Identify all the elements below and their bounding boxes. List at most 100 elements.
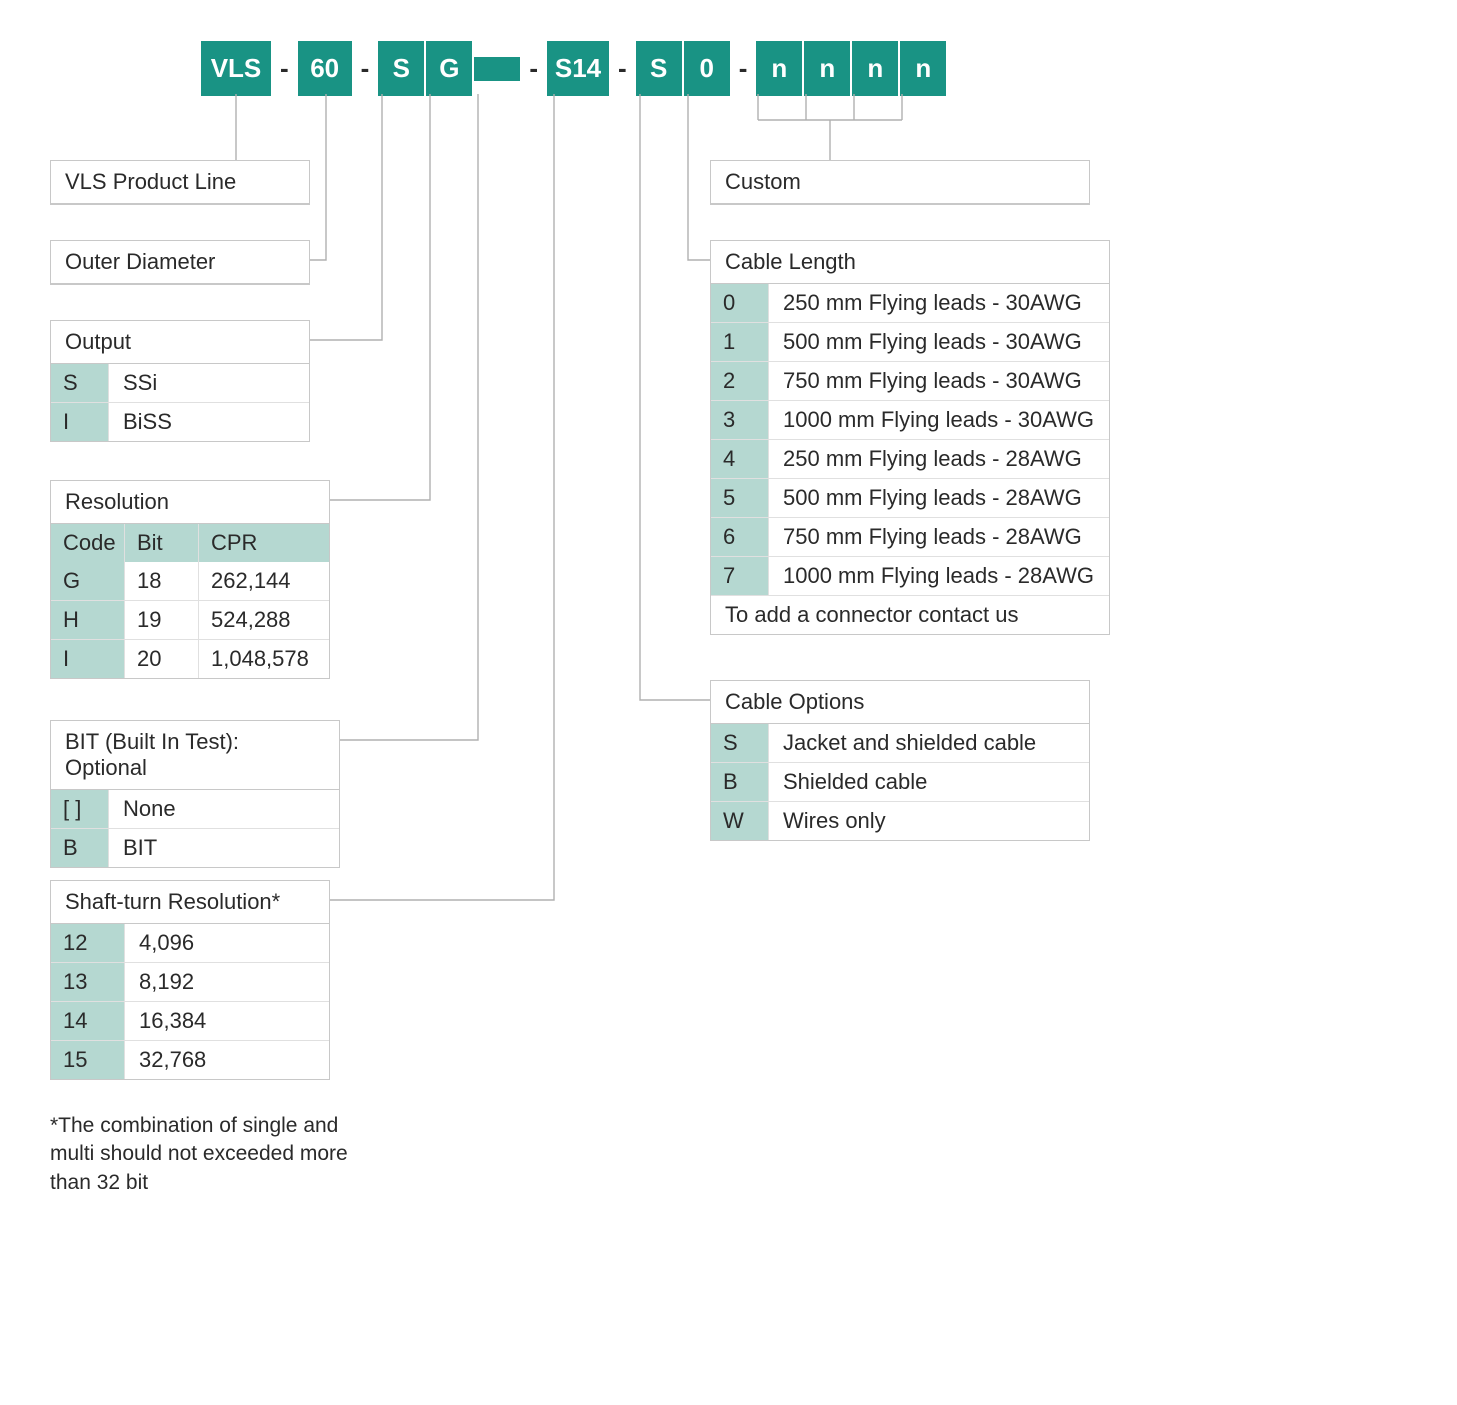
code-cell: 5 — [711, 479, 769, 517]
table-row: 1532,768 — [51, 1040, 329, 1079]
pn-seg-output: S — [377, 40, 425, 97]
part-number-row: VLS - 60 - S G - S14 - S 0 - n n n n — [200, 40, 947, 97]
pn-seg-custom-n1: n — [755, 40, 803, 97]
table-row: 138,192 — [51, 962, 329, 1001]
table-row: 71000 mm Flying leads - 28AWG — [711, 556, 1109, 595]
table-row: 31000 mm Flying leads - 30AWG — [711, 400, 1109, 439]
resolution-col-bit: Bit — [125, 524, 199, 562]
cpr-cell: 262,144 — [199, 562, 329, 600]
code-cell: W — [711, 802, 769, 840]
shaft-table: Shaft-turn Resolution* 124,096138,192141… — [50, 880, 330, 1080]
table-row: 4250 mm Flying leads - 28AWG — [711, 439, 1109, 478]
custom-box: Custom — [710, 160, 1090, 205]
value-cell: BiSS — [109, 403, 309, 441]
pn-sep: - — [353, 53, 378, 84]
pn-seg-60: 60 — [297, 40, 353, 97]
code-cell: S — [51, 364, 109, 402]
value-cell: None — [109, 790, 339, 828]
resolution-col-cpr: CPR — [199, 524, 329, 562]
code-cell: 6 — [711, 518, 769, 556]
output-rows: SSSiIBiSS — [51, 364, 309, 441]
table-row: 124,096 — [51, 924, 329, 962]
table-row: G18262,144 — [51, 562, 329, 600]
table-row: WWires only — [711, 801, 1089, 840]
value-cell: 1000 mm Flying leads - 30AWG — [769, 401, 1109, 439]
code-cell: 13 — [51, 963, 125, 1001]
table-row: 0250 mm Flying leads - 30AWG — [711, 284, 1109, 322]
bit-cell: 19 — [125, 601, 199, 639]
pn-seg-vls: VLS — [200, 40, 272, 97]
code-cell: 7 — [711, 557, 769, 595]
bit-rows: [ ]NoneBBIT — [51, 790, 339, 867]
cable-length-table: Cable Length 0250 mm Flying leads - 30AW… — [710, 240, 1110, 635]
pn-seg-custom-n4: n — [899, 40, 947, 97]
outer-diameter-box: Outer Diameter — [50, 240, 310, 285]
pn-sep: - — [521, 53, 546, 84]
cable-options-table: Cable Options SJacket and shielded cable… — [710, 680, 1090, 841]
table-row: 5500 mm Flying leads - 28AWG — [711, 478, 1109, 517]
bit-cell: 18 — [125, 562, 199, 600]
output-title: Output — [51, 321, 309, 364]
value-cell: 500 mm Flying leads - 28AWG — [769, 479, 1109, 517]
table-row: BBIT — [51, 828, 339, 867]
bit-title: BIT (Built In Test): Optional — [51, 721, 339, 790]
outer-diameter-title: Outer Diameter — [51, 241, 309, 284]
value-cell: 16,384 — [125, 1002, 329, 1040]
output-table: Output SSSiIBiSS — [50, 320, 310, 442]
pn-sep: - — [272, 53, 297, 84]
value-cell: Shielded cable — [769, 763, 1089, 801]
bit-table: BIT (Built In Test): Optional [ ]NoneBBI… — [50, 720, 340, 868]
value-cell: BIT — [109, 829, 339, 867]
value-cell: 750 mm Flying leads - 30AWG — [769, 362, 1109, 400]
bit-cell: 20 — [125, 640, 199, 678]
pn-seg-custom-n2: n — [803, 40, 851, 97]
code-cell: 2 — [711, 362, 769, 400]
table-row: 1416,384 — [51, 1001, 329, 1040]
code-cell: 14 — [51, 1002, 125, 1040]
pn-sep: - — [610, 53, 635, 84]
value-cell: SSi — [109, 364, 309, 402]
code-cell: H — [51, 601, 125, 639]
code-cell: I — [51, 640, 125, 678]
table-row: 2750 mm Flying leads - 30AWG — [711, 361, 1109, 400]
shaft-title: Shaft-turn Resolution* — [51, 881, 329, 924]
cpr-cell: 1,048,578 — [199, 640, 329, 678]
table-row: I201,048,578 — [51, 639, 329, 678]
code-cell: 12 — [51, 924, 125, 962]
code-cell: G — [51, 562, 125, 600]
cable-options-rows: SJacket and shielded cableBShielded cabl… — [711, 724, 1089, 840]
pn-seg-custom-n3: n — [851, 40, 899, 97]
code-cell: [ ] — [51, 790, 109, 828]
value-cell: 750 mm Flying leads - 28AWG — [769, 518, 1109, 556]
cable-length-note: To add a connector contact us — [711, 595, 1109, 634]
value-cell: Jacket and shielded cable — [769, 724, 1089, 762]
cable-options-title: Cable Options — [711, 681, 1089, 724]
table-row: [ ]None — [51, 790, 339, 828]
code-cell: S — [711, 724, 769, 762]
value-cell: Wires only — [769, 802, 1089, 840]
cable-length-title: Cable Length — [711, 241, 1109, 284]
value-cell: 500 mm Flying leads - 30AWG — [769, 323, 1109, 361]
resolution-cols: Code Bit CPR — [51, 524, 329, 562]
value-cell: 1000 mm Flying leads - 28AWG — [769, 557, 1109, 595]
value-cell: 32,768 — [125, 1041, 329, 1079]
value-cell: 4,096 — [125, 924, 329, 962]
value-cell: 250 mm Flying leads - 28AWG — [769, 440, 1109, 478]
table-row: SJacket and shielded cable — [711, 724, 1089, 762]
pn-seg-bit — [473, 56, 521, 82]
code-cell: 3 — [711, 401, 769, 439]
cpr-cell: 524,288 — [199, 601, 329, 639]
value-cell: 8,192 — [125, 963, 329, 1001]
resolution-title: Resolution — [51, 481, 329, 524]
table-row: SSSi — [51, 364, 309, 402]
value-cell: 250 mm Flying leads - 30AWG — [769, 284, 1109, 322]
pn-seg-shaft: S14 — [546, 40, 610, 97]
code-cell: 0 — [711, 284, 769, 322]
product-line-box: VLS Product Line — [50, 160, 310, 205]
code-cell: B — [51, 829, 109, 867]
ordering-code-diagram: VLS - 60 - S G - S14 - S 0 - n n n n — [40, 40, 1417, 1365]
table-row: IBiSS — [51, 402, 309, 441]
resolution-rows: G18262,144H19524,288I201,048,578 — [51, 562, 329, 678]
cable-length-rows: 0250 mm Flying leads - 30AWG1500 mm Flyi… — [711, 284, 1109, 595]
resolution-table: Resolution Code Bit CPR G18262,144H19524… — [50, 480, 330, 679]
